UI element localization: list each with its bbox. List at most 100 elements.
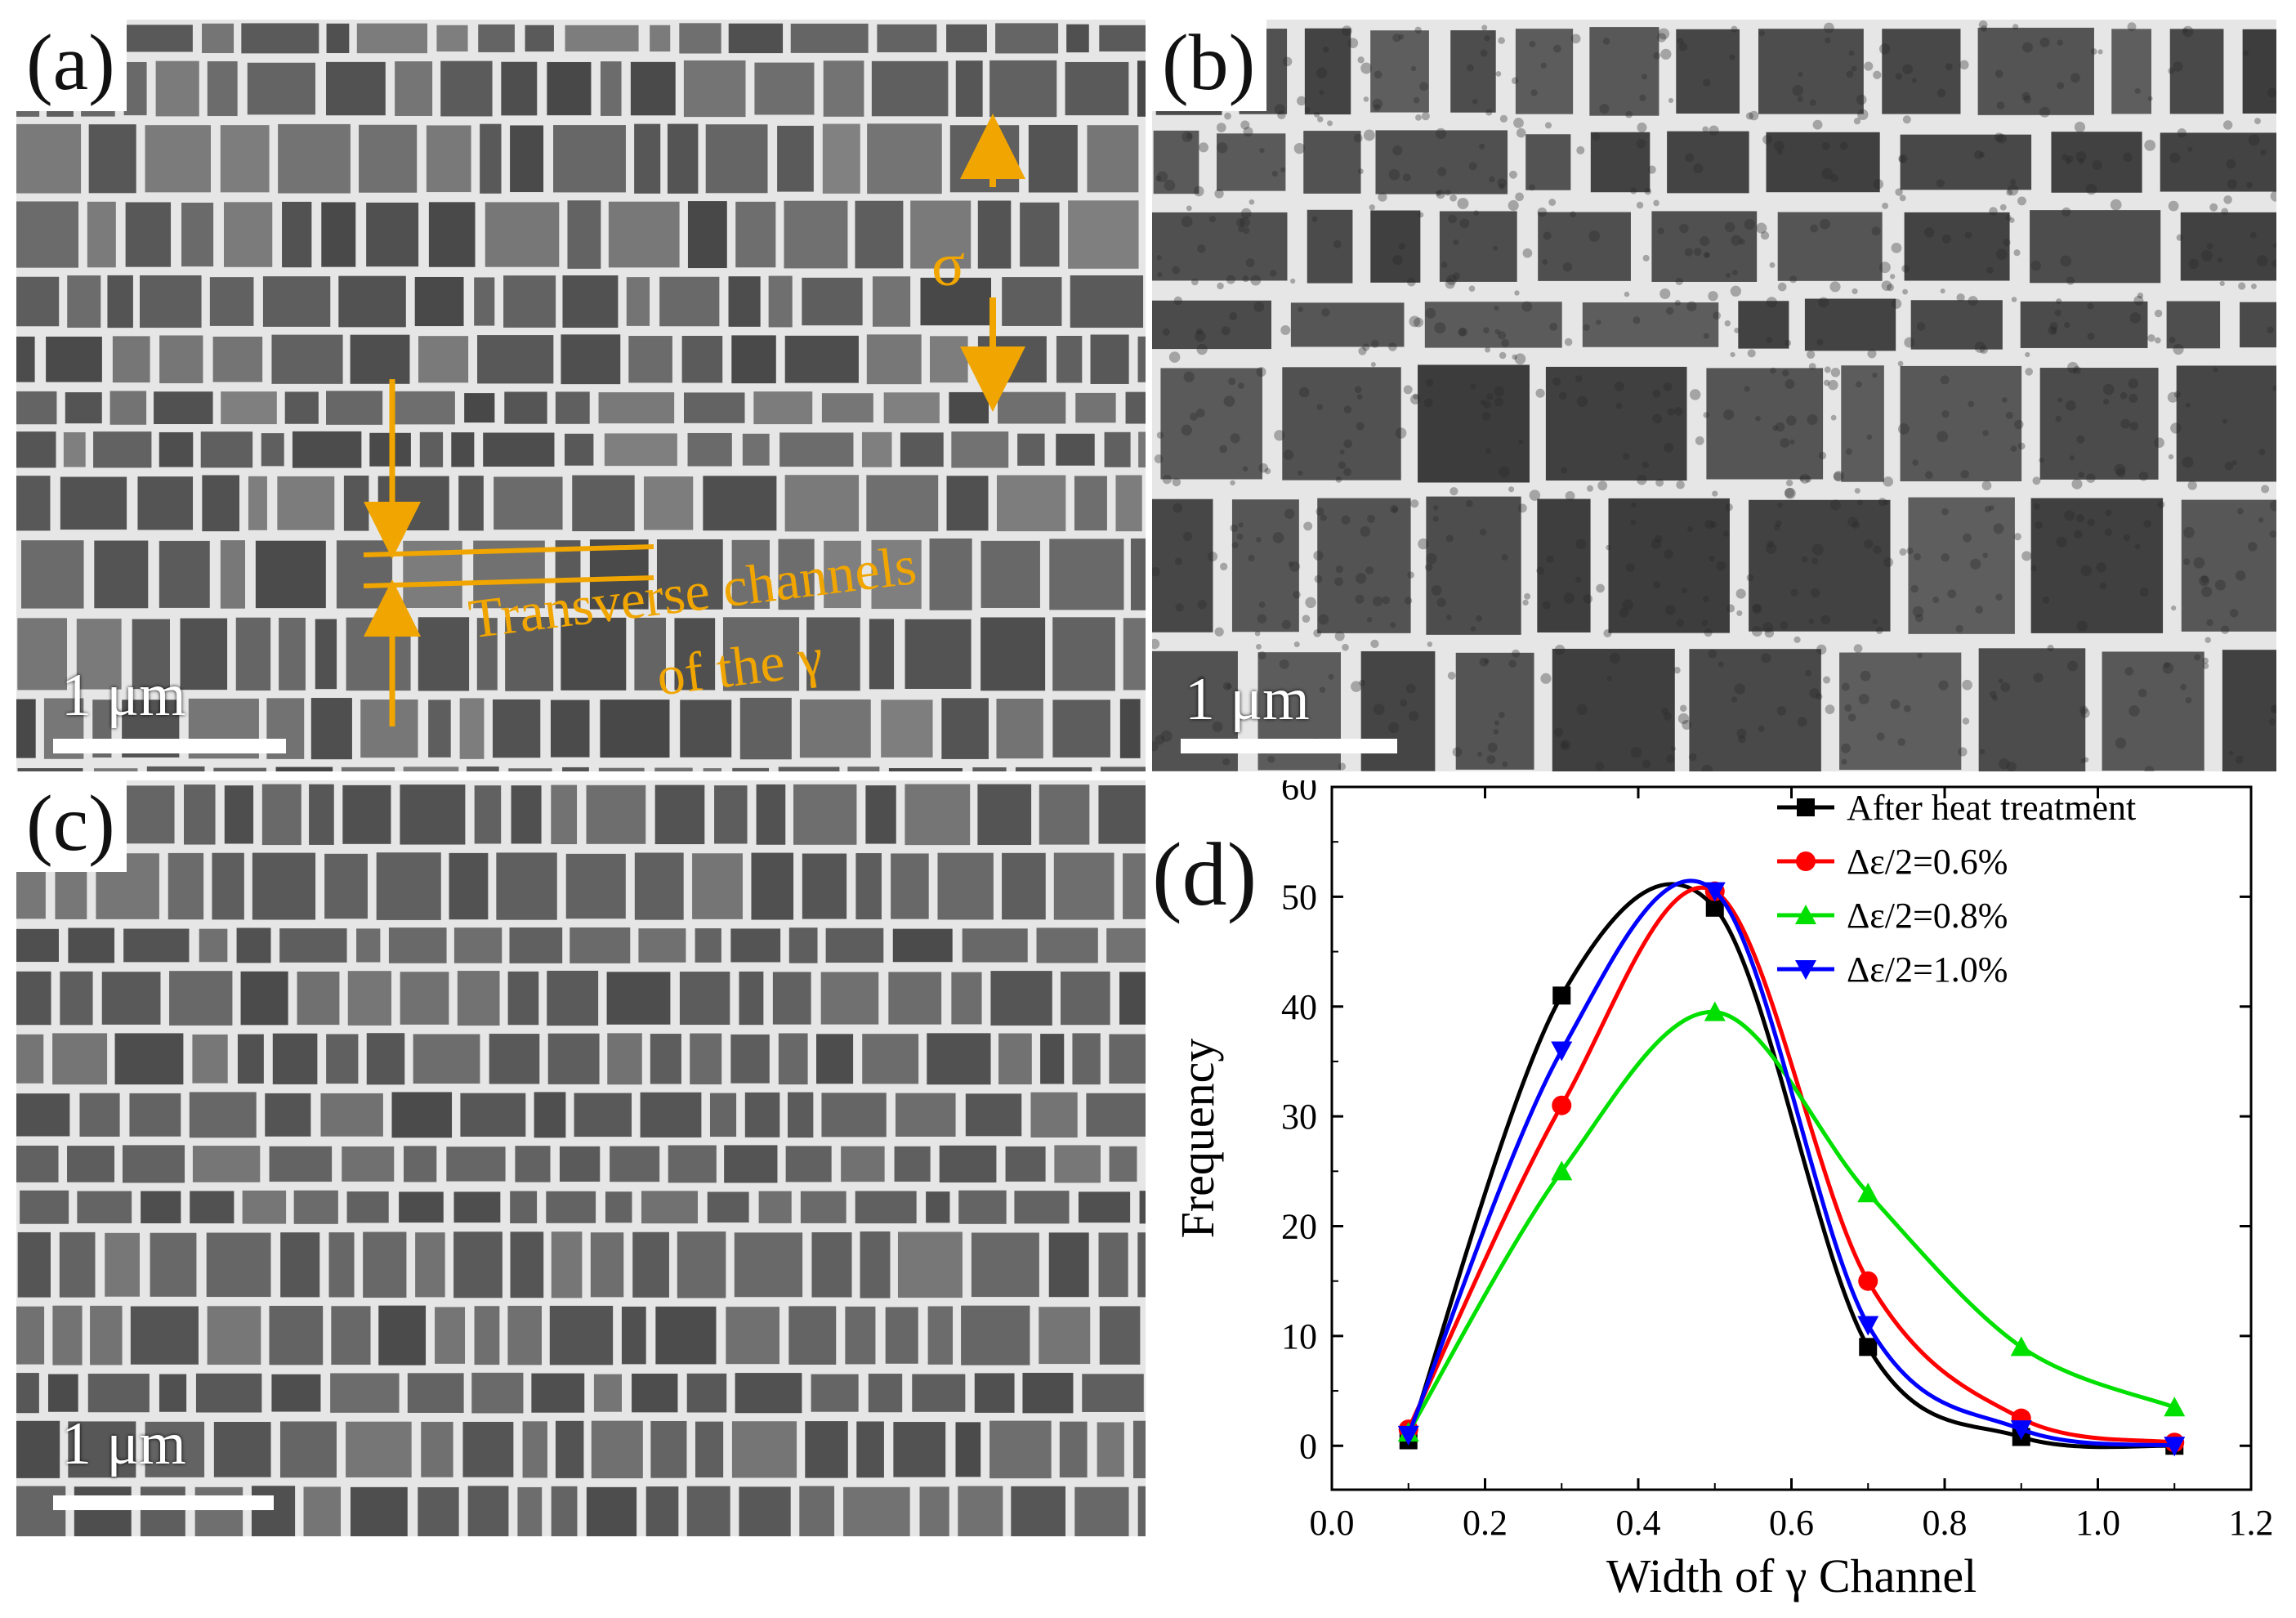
precipitate-cuboid [1056,433,1095,466]
texture-dot [1495,71,1502,77]
precipitate-cuboid [389,391,455,425]
texture-dot [1830,414,1837,421]
precipitate-cuboid [1282,367,1401,480]
precipitate-cuboid [998,1033,1032,1084]
texture-dot [1998,678,2003,684]
texture-dot [1902,288,1908,295]
texture-dot [1236,533,1244,540]
precipitate-cuboid [77,1191,132,1223]
texture-dot [1848,50,1855,56]
texture-dot [1723,409,1735,420]
precipitate-cuboid [590,1232,624,1298]
precipitate-cuboid [1005,1146,1046,1182]
texture-dot [1224,112,1231,120]
texture-dot [1499,114,1508,123]
precipitate-cuboid [109,391,147,425]
texture-dot [1940,288,1945,294]
texture-dot [1392,34,1401,42]
texture-dot [1656,33,1667,42]
texture-dot [1186,132,1193,140]
precipitate-cuboid [861,431,892,467]
micrograph-c-image [16,780,1146,1536]
precipitate-cuboid [1053,852,1114,920]
precipitate-cuboid [159,540,210,608]
precipitate-cuboid [271,1374,321,1412]
texture-dot [1602,38,1610,45]
precipitate-cuboid [67,1146,115,1182]
texture-dot [2133,295,2144,306]
precipitate-cuboid [547,1033,600,1084]
texture-dot [2105,509,2112,516]
texture-dot [1829,499,1841,511]
texture-dot [1857,499,1864,506]
texture-dot [2008,217,2015,223]
precipitate-cuboid [65,392,102,424]
texture-dot [1249,199,1255,205]
series-2 [1397,1001,2186,1442]
texture-dot [1335,565,1343,574]
precipitate-cuboid [145,125,212,193]
texture-dot [1712,490,1718,497]
texture-dot [1468,162,1477,171]
texture-dot [1670,746,1676,752]
precipitate-cuboid [235,617,271,691]
texture-dot [1398,34,1405,40]
texture-dot [1688,753,1697,762]
texture-dot [1284,508,1295,519]
texture-dot [2104,528,2113,536]
texture-dot [2187,146,2193,152]
precipitate-cuboid [946,476,989,531]
precipitate-cuboid [561,617,627,691]
texture-dot [2222,120,2233,130]
texture-dot [1576,396,1588,408]
texture-dot [1647,165,1656,174]
precipitate-cuboid [1137,336,1146,382]
precipitate-cuboid [941,698,989,759]
precipitate-cuboid [213,767,267,771]
texture-dot [1334,631,1345,641]
precipitate-cuboid [428,202,476,267]
texture-dot [1777,282,1787,292]
texture-dot [1562,262,1573,272]
texture-dot [1586,485,1593,492]
precipitate-cuboid [546,1191,596,1223]
legend-marker-2 [1795,905,1816,924]
texture-dot [1446,275,1457,285]
texture-dot [1256,643,1262,650]
texture-dot [1293,641,1300,648]
texture-dot [1228,378,1236,386]
texture-dot [2202,662,2209,669]
texture-dot [1830,174,1838,182]
texture-dot [2209,203,2218,212]
texture-dot [1405,683,1416,694]
precipitate-cuboid [793,784,857,845]
precipitate-cuboid [630,61,676,116]
texture-dot [1689,389,1701,400]
precipitate-cuboid [1015,767,1092,771]
texture-dot [1964,231,1972,239]
texture-dot [1878,43,1891,55]
precipitate-cuboid [650,25,671,52]
texture-dot [1453,272,1461,280]
texture-dot [1508,659,1517,668]
texture-dot [2238,282,2246,290]
texture-dot [1955,624,1963,633]
precipitate-cuboid [485,202,560,267]
texture-dot [1588,230,1601,242]
texture-dot [1663,382,1673,391]
texture-dot [1941,552,1950,562]
texture-dot [2200,575,2209,583]
x-tick-label: 0.2 [1463,1503,1508,1543]
texture-dot [1407,277,1416,287]
texture-dot [2021,551,2032,561]
data-point-3-0 [1397,1425,1419,1446]
precipitate-cuboid [1667,131,1749,194]
precipitate-cuboid [320,1093,383,1137]
texture-dot [1230,480,1235,486]
precipitate-cuboid [517,1486,543,1536]
texture-dot [1652,581,1661,589]
texture-dot [1248,554,1255,562]
texture-dot [2219,280,2225,287]
precipitate-cuboid [1132,1420,1146,1478]
texture-dot [1257,651,1266,660]
